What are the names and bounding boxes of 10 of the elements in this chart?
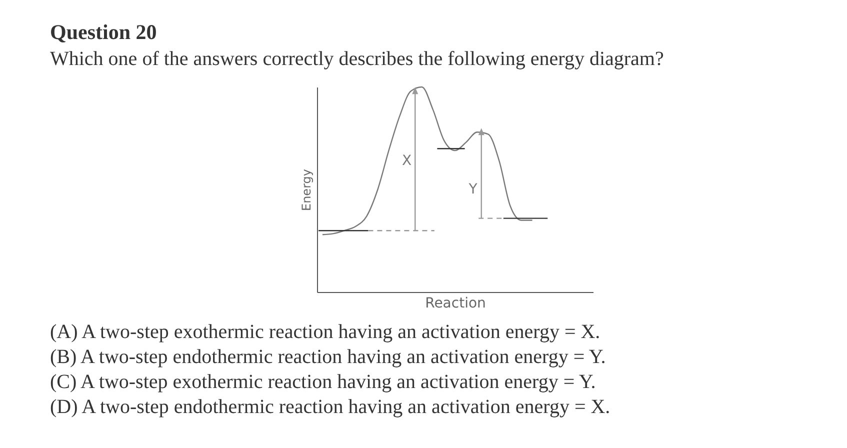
text: (D) A two-step endothermic reaction having an activation energy = X. — [50, 395, 610, 420]
text: (B) A two-step endothermic reaction having an activation energy = Y. — [50, 345, 607, 370]
annotation: X — [402, 153, 412, 169]
text: (A) A two-step exothermic reaction having an activation energy = X. — [50, 320, 602, 345]
y-axis-title: Energy — [300, 168, 314, 212]
annotation: Y — [468, 182, 478, 198]
x-axis-title: Reaction — [425, 296, 486, 312]
text: (C) A two-step exothermic reaction having an activation energy = Y. — [50, 370, 597, 395]
chart-subtitle: Which one of the answers correctly describes the following energy diagram? — [50, 48, 664, 71]
text: Question 20 — [50, 20, 157, 45]
